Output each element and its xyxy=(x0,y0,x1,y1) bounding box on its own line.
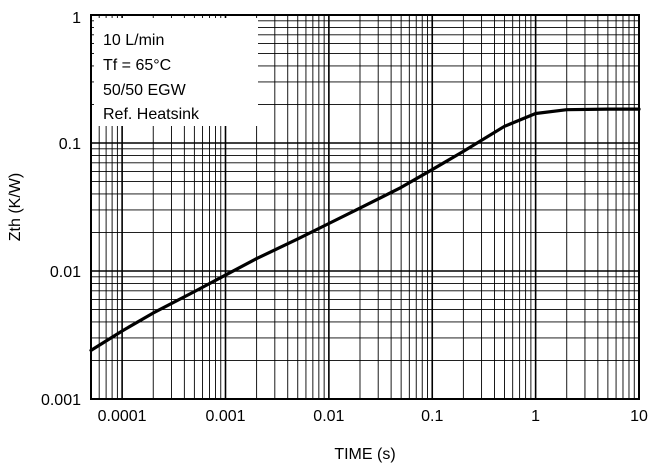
annotation-background xyxy=(94,18,258,126)
plot-frame xyxy=(90,14,640,400)
x-tick-labels: 0.0001 0.001 0.01 0.1 1 10 xyxy=(98,408,648,425)
y-tick-labels: 0.001 0.01 0.1 1 xyxy=(41,10,81,409)
x-tick-label: 10 xyxy=(630,408,648,425)
y-tick-label: 0.01 xyxy=(50,264,81,281)
y-tick-label: 1 xyxy=(72,10,81,27)
x-tick-label: 0.01 xyxy=(313,408,344,425)
annotation-fluid-temperature: Tf = 65°C xyxy=(103,57,171,74)
annotation-heatsink: Ref. Heatsink xyxy=(103,106,200,123)
annotation-box: 10 L/min Tf = 65°C 50/50 EGW Ref. Heatsi… xyxy=(94,18,258,126)
x-axis-label: TIME (s) xyxy=(334,446,395,463)
annotation-coolant: 50/50 EGW xyxy=(103,82,187,99)
y-tick-label: 0.1 xyxy=(59,136,81,153)
annotation-flow-rate: 10 L/min xyxy=(103,32,164,49)
x-tick-label: 0.0001 xyxy=(98,408,147,425)
x-tick-label: 1 xyxy=(531,408,540,425)
x-tick-label: 0.1 xyxy=(421,408,443,425)
y-axis-label: Zth (K/W) xyxy=(7,173,24,241)
y-tick-label: 0.001 xyxy=(41,392,81,409)
series-layer xyxy=(89,107,641,352)
x-tick-label: 0.001 xyxy=(205,408,245,425)
series-line-0 xyxy=(89,107,641,352)
